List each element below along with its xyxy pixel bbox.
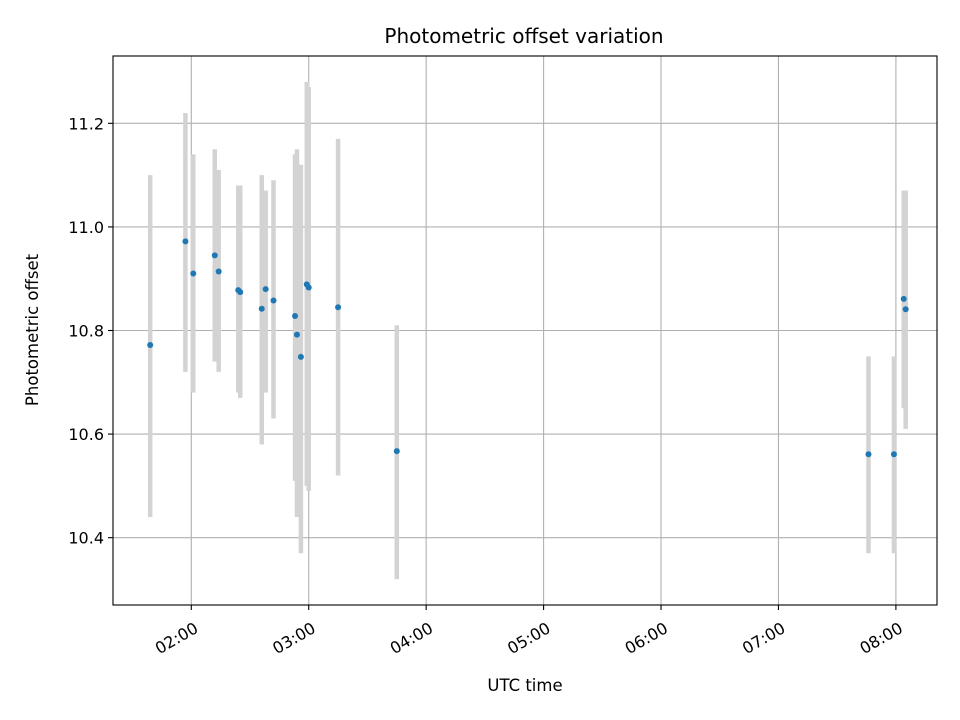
data-point <box>305 284 312 291</box>
data-point <box>900 295 907 302</box>
x-tick-label: 04:00 <box>387 618 436 658</box>
data-point <box>890 451 897 458</box>
chart-title: Photometric offset variation <box>384 24 663 48</box>
data-point <box>258 305 265 312</box>
y-tick-label: 10.6 <box>68 425 104 444</box>
point-layer <box>147 238 909 458</box>
data-point <box>293 331 300 338</box>
data-point <box>190 270 197 277</box>
x-axis-label: UTC time <box>487 676 562 695</box>
y-axis-label: Photometric offset <box>23 253 42 406</box>
data-point <box>865 451 872 458</box>
data-point <box>237 289 244 296</box>
data-point <box>292 312 299 319</box>
data-point <box>393 448 400 455</box>
x-tick-label: 05:00 <box>504 618 553 658</box>
data-point <box>215 268 222 275</box>
data-point <box>335 304 342 311</box>
data-point <box>262 286 269 293</box>
x-tick-label: 02:00 <box>152 618 201 658</box>
data-point <box>182 238 189 245</box>
y-tick-label: 11.0 <box>68 218 104 237</box>
y-tick-label: 10.8 <box>68 322 104 341</box>
x-tick-label: 06:00 <box>622 618 671 658</box>
data-point <box>270 297 277 304</box>
data-point <box>902 306 909 313</box>
x-tick-label: 07:00 <box>739 618 788 658</box>
plot-frame <box>112 55 938 606</box>
data-point <box>297 353 304 360</box>
x-tick-label: 08:00 <box>856 618 905 658</box>
data-point <box>147 342 154 349</box>
y-tick-label: 11.2 <box>68 114 104 133</box>
y-tick-label: 10.4 <box>68 529 104 548</box>
x-tick-label: 03:00 <box>269 618 318 658</box>
data-point <box>211 252 218 259</box>
